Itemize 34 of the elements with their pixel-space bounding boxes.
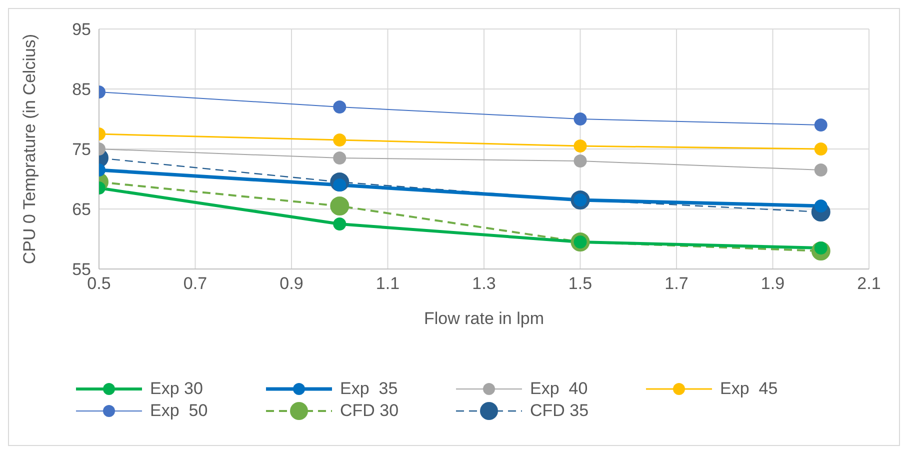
x-tick-label: 0.5 bbox=[87, 274, 111, 294]
x-axis-title: Flow rate in lpm bbox=[424, 309, 544, 328]
legend-label: Exp 45 bbox=[720, 379, 778, 399]
point bbox=[814, 142, 828, 156]
point bbox=[333, 100, 346, 114]
point bbox=[574, 154, 587, 168]
point bbox=[333, 218, 346, 230]
legend-label: Exp 35 bbox=[340, 379, 398, 399]
legend-label: Exp 50 bbox=[150, 401, 208, 421]
y-axis-title: CPU 0 Temprature (in Celcius) bbox=[20, 34, 40, 264]
legend-label: CFD 35 bbox=[530, 401, 589, 421]
x-tick-label: 0.7 bbox=[183, 274, 208, 294]
point bbox=[814, 200, 828, 212]
point bbox=[330, 196, 350, 216]
point bbox=[574, 112, 587, 126]
y-tick-label: 85 bbox=[72, 80, 91, 100]
legend-label: Exp 30 bbox=[150, 379, 203, 399]
x-tick-label: 1.5 bbox=[568, 274, 592, 294]
legend-label: CFD 30 bbox=[340, 401, 399, 421]
x-tick-label: 2.1 bbox=[857, 274, 881, 294]
point bbox=[574, 140, 587, 152]
x-tick-label: 1.9 bbox=[760, 274, 785, 294]
y-tick-label: 65 bbox=[72, 200, 91, 220]
y-tick-label: 95 bbox=[72, 20, 91, 40]
legend-label: Exp 40 bbox=[530, 379, 588, 399]
x-tick-label: 1.1 bbox=[376, 274, 400, 294]
point bbox=[333, 152, 346, 164]
y-tick-label: 75 bbox=[72, 140, 91, 160]
x-tick-label: 1.7 bbox=[664, 274, 688, 294]
x-tick-label: 0.9 bbox=[280, 274, 304, 294]
x-tick-label: 1.3 bbox=[472, 274, 496, 294]
point bbox=[814, 164, 828, 176]
point bbox=[814, 118, 828, 132]
point bbox=[333, 134, 346, 146]
